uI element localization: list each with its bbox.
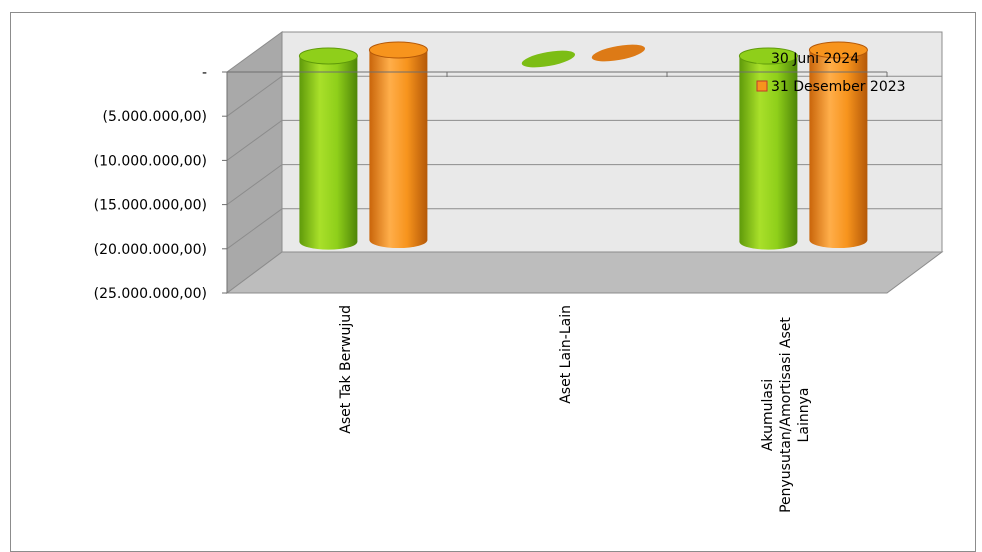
x-tick-label-line: Lainnya (796, 388, 812, 443)
bar-top (368, 41, 428, 59)
legend-label: 31 Desember 2023 (771, 79, 906, 95)
x-tick-label-line: Aset Lain-Lain (558, 305, 574, 404)
x-axis: Aset Tak Berwujud Aset Lain-Lain Akumulasi… (226, 71, 888, 513)
bar-jun-2024 (298, 47, 358, 250)
side-wall (226, 31, 283, 294)
bar-dec-2023 (368, 41, 428, 249)
y-tick-label: (25.000.000,00) (94, 286, 207, 302)
gridline-side (226, 164, 283, 206)
bar-zero-disc (521, 50, 576, 68)
bar-top (808, 41, 868, 59)
x-tick-label: Akumulasi Penyusutan/Amortisasi Aset Lainn… (760, 317, 812, 513)
y-tick-label: (5.000.000,00) (103, 109, 207, 125)
y-tick-label: (15.000.000,00) (94, 198, 207, 214)
legend-swatch (756, 80, 768, 92)
gridline-side (226, 119, 283, 161)
bar-jun-2024 (738, 47, 798, 250)
legend-label: 30 Juni 2024 (771, 51, 859, 67)
bar-dec-2023 (591, 44, 646, 62)
legend-swatch (756, 52, 768, 64)
bar-body (299, 56, 358, 250)
bar-top (738, 47, 798, 65)
floor (225, 251, 944, 294)
gridline-side (226, 75, 283, 117)
bars (298, 41, 868, 250)
bar-jun-2024 (521, 50, 576, 68)
gridline-side (226, 208, 283, 250)
y-tick-label: (10.000.000,00) (94, 153, 207, 169)
legend: 30 Juni 2024 31 Desember 2023 (756, 51, 906, 95)
bar-top (298, 47, 358, 65)
bar-body (809, 50, 868, 249)
x-tick-label: Aset Lain-Lain (558, 305, 574, 404)
bar-dec-2023 (808, 41, 868, 249)
chart-svg: - (5.000.000,00) (10.000.000,00) (15.000.00… (94, 31, 944, 513)
y-tick-label: (20.000.000,00) (94, 242, 207, 258)
y-tick-label: - (202, 65, 207, 81)
bar-body (369, 50, 428, 249)
bar-zero-disc (591, 44, 646, 62)
x-tick-label-line: Akumulasi (760, 379, 776, 451)
y-axis: - (5.000.000,00) (10.000.000,00) (15.000.00… (94, 65, 228, 302)
x-tick-label-line: Penyusutan/Amortisasi Aset (778, 317, 794, 513)
x-tick-label: Aset Tak Berwujud (338, 305, 354, 434)
bar-body (739, 56, 798, 250)
x-tick-label-line: Aset Tak Berwujud (338, 305, 354, 434)
